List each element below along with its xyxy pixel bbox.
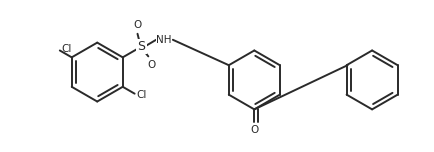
Text: O: O (250, 125, 258, 135)
Text: O: O (147, 60, 155, 70)
Text: NH: NH (156, 35, 172, 45)
Text: O: O (133, 20, 141, 30)
Text: S: S (138, 40, 145, 53)
Text: Cl: Cl (62, 45, 72, 55)
Text: Cl: Cl (137, 90, 147, 100)
